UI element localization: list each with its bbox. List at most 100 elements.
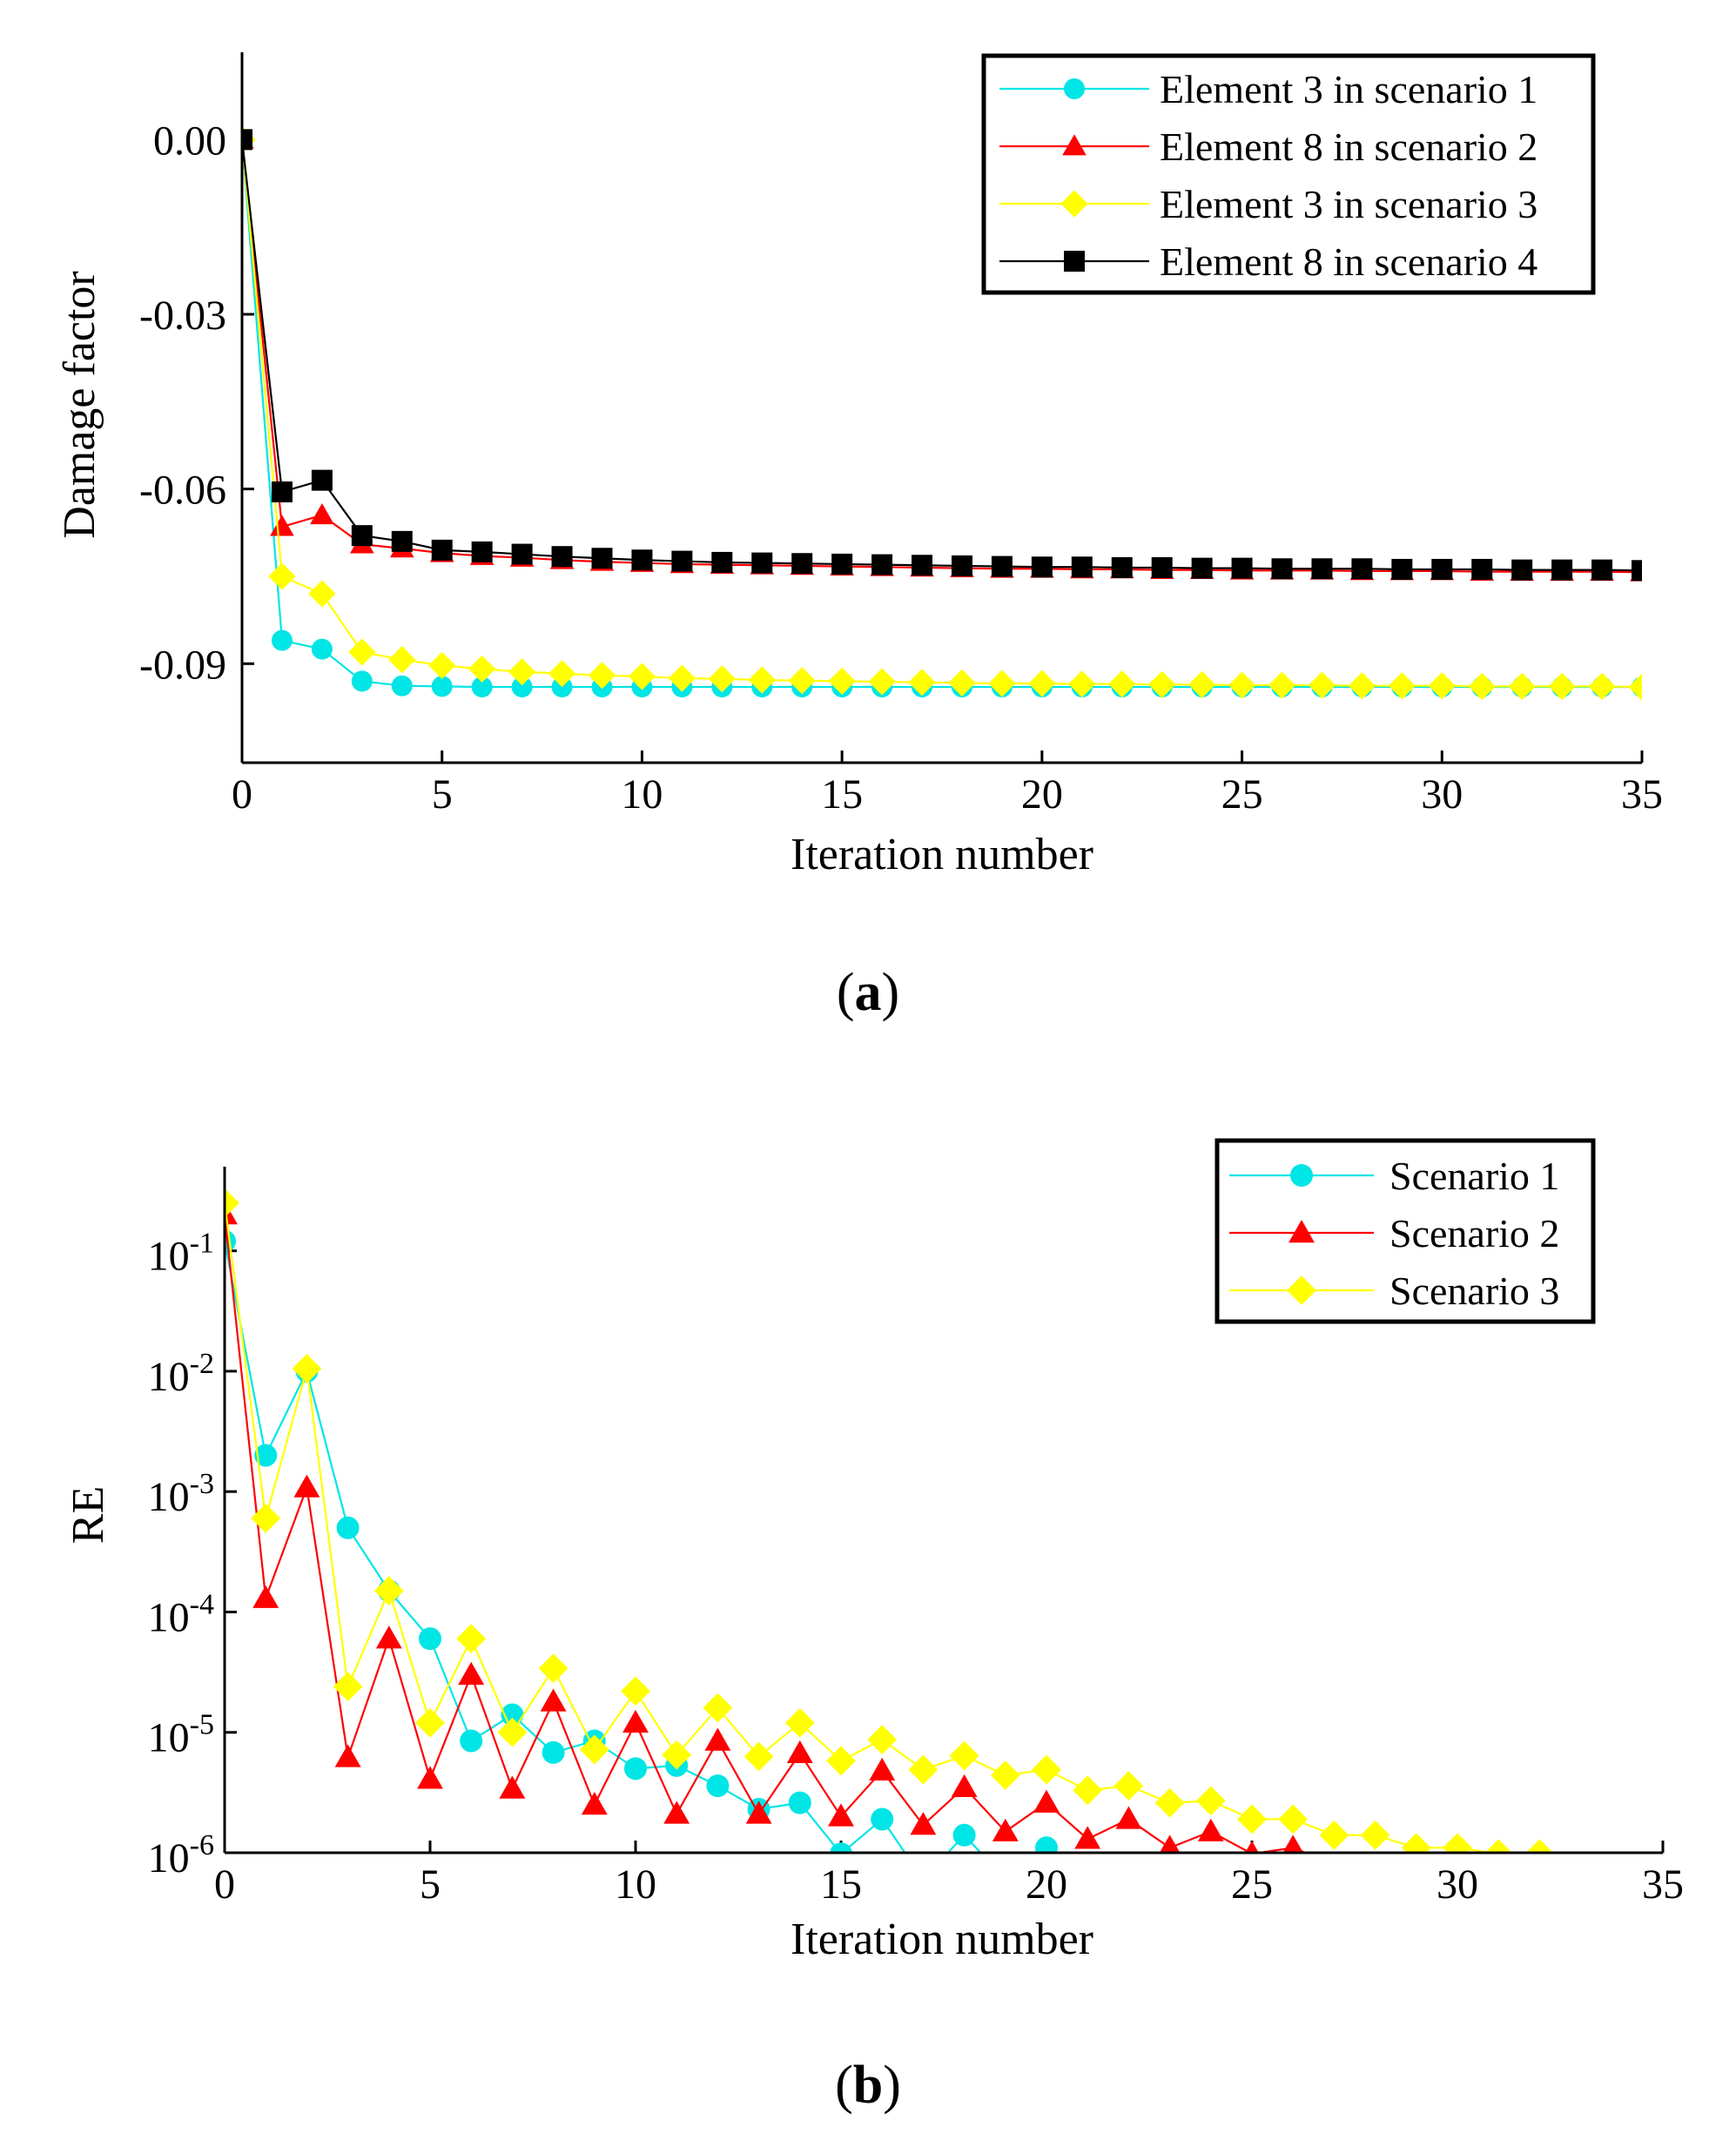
panel-a-series-4-point xyxy=(1471,558,1493,580)
panel-a-series-4-point xyxy=(551,546,573,568)
panel-b-series-2-point xyxy=(622,1709,649,1733)
panel-a-series-3-point xyxy=(1588,672,1616,700)
panel-a-series-3-point xyxy=(1188,670,1216,698)
panel-a-series-4-point xyxy=(1311,558,1333,580)
panel-b-legend: Scenario 1 Scenario 2 Scenario 3 xyxy=(1215,1138,1596,1324)
panel-a-series-3-point xyxy=(1228,671,1256,699)
panel-a-series-3-point xyxy=(1108,670,1136,698)
panel-b-series-2-point xyxy=(910,1812,937,1835)
panel-b-series-2-point xyxy=(581,1792,608,1815)
panel-a-y-tick-label: -0.03 xyxy=(139,293,226,339)
panel-a-series-4-point xyxy=(1191,557,1213,579)
panel-a-series-1-point xyxy=(511,676,533,698)
panel-b-series-3-point xyxy=(415,1707,445,1738)
panel-a-series-4-point xyxy=(912,555,933,576)
panel-a-series-1-point xyxy=(471,676,493,698)
panel-b-series-3-point xyxy=(1401,1833,1431,1853)
panel-b-series-2-point xyxy=(252,1585,279,1608)
panel-b-legend-marker xyxy=(1287,1276,1316,1305)
panel-a-legend-label: Element 3 in scenario 3 xyxy=(1160,182,1538,226)
panel-a-series-4-point xyxy=(791,553,813,575)
panel-b-series-2-point xyxy=(745,1801,772,1824)
panel-a-series-4-point xyxy=(991,555,1013,577)
panel-a-series-3-point xyxy=(508,658,536,686)
panel-b-series-1-point xyxy=(254,1444,278,1467)
panel-a-legend-marker xyxy=(1060,190,1088,218)
panel-a-x-tick-label: 20 xyxy=(1021,771,1063,818)
panel-b-series-1-point xyxy=(788,1791,811,1814)
panel-b-series-2-point xyxy=(663,1801,690,1824)
panel-a-x-tick-label: 5 xyxy=(432,771,453,818)
panel-b-series-2-point xyxy=(992,1818,1019,1841)
panel-a-y-tick-label: -0.06 xyxy=(139,468,226,514)
panel-b-series xyxy=(225,1188,1554,1891)
panel-a-caption: (a) xyxy=(837,963,899,1022)
panel-b-series-2-point xyxy=(1245,1841,1259,1853)
panel-b-series-2-point xyxy=(1074,1826,1101,1849)
panel-a-series-3-point xyxy=(1068,670,1096,698)
panel-b-x-tick-label: 0 xyxy=(214,1861,235,1908)
panel-b-series-3-point xyxy=(1443,1833,1472,1853)
panel-a-series-4-point xyxy=(1111,556,1133,578)
panel-b-series-1-point xyxy=(994,1868,1017,1891)
panel-a-ticks: 0 5 10 15 20 25 30 35 0.00 -0.03 -0.06 -0.09 xyxy=(139,118,1663,818)
panel-b-y-axis-title: RE xyxy=(64,1486,113,1544)
panel-a-series-1-point xyxy=(351,670,373,692)
panel-a-series-4-point xyxy=(511,543,533,565)
panel-a-series-4-point xyxy=(831,553,853,575)
panel-b-axes xyxy=(223,1167,1663,1854)
panel-a-x-tick-label: 0 xyxy=(232,771,252,818)
svg-text:(b): (b) xyxy=(835,2056,901,2115)
panel-b-series-2-point xyxy=(334,1744,361,1767)
panel-b-series-1-point xyxy=(542,1740,565,1764)
panel-b-series-3-point xyxy=(456,1624,487,1654)
panel-a-series-4-point xyxy=(751,552,773,574)
panel-a-series-3-point xyxy=(388,646,416,674)
panel-b-legend-marker xyxy=(1290,1164,1313,1187)
panel-b-series-3-point xyxy=(333,1672,363,1702)
panel-a-series-4-point xyxy=(311,469,333,491)
panel-a-series-3-point xyxy=(348,638,376,666)
panel-a-x-tick-label: 15 xyxy=(821,771,863,818)
panel-b-series-2-point xyxy=(1333,1851,1336,1853)
panel-a-series-3-point xyxy=(948,669,976,697)
panel-a-series-4-point xyxy=(471,541,493,562)
panel-a-series-3-point xyxy=(1348,672,1376,700)
panel-a-series-3-point xyxy=(868,668,896,696)
panel-b-y-tick-label: 10-4 xyxy=(148,1588,214,1640)
panel-a-x-tick-label: 30 xyxy=(1421,771,1463,818)
panel-b-series-line-2 xyxy=(225,1214,1309,1853)
panel-b-series-3-point xyxy=(538,1653,569,1684)
panel-a-series-3-point xyxy=(748,666,776,694)
svg-text:(a): (a) xyxy=(837,963,899,1022)
panel-a-legend-box xyxy=(981,53,1596,295)
panel-a-series-3-point xyxy=(548,660,576,688)
panel-b-series-2-point xyxy=(540,1688,567,1712)
panel-b-series-3-point xyxy=(1073,1775,1103,1806)
panel-a-series-1-point xyxy=(431,676,453,697)
panel-b-series-3-point xyxy=(225,1188,239,1218)
panel-b-series-2-point xyxy=(786,1740,813,1763)
panel-b-x-tick-label: 10 xyxy=(615,1861,656,1908)
panel-a-legend-label: Element 3 in scenario 1 xyxy=(1160,67,1538,111)
panel-a-series-4-point xyxy=(1431,558,1453,580)
panel-a-series-4-point xyxy=(1151,556,1173,578)
panel-b-legend-label: Scenario 3 xyxy=(1389,1269,1559,1313)
panel-a-series-1-point xyxy=(271,629,293,651)
panel-a-series-3-point xyxy=(268,562,296,590)
panel-b-series-1-point xyxy=(1035,1836,1058,1853)
panel-a-series-3-point xyxy=(788,667,816,695)
panel-b-ticks: 0 5 10 15 20 25 30 35 10-1 10-2 10-3 10-4 10-5 10-6 xyxy=(148,1228,1684,1908)
panel-b-series-2-point xyxy=(869,1757,896,1781)
panel-b-series-1-point xyxy=(871,1807,894,1831)
panel-a-series-4-point xyxy=(711,551,733,573)
panel-a-series-4-point xyxy=(351,525,373,547)
panel-b-legend-label: Scenario 2 xyxy=(1389,1211,1559,1255)
panel-a-series-3-point xyxy=(1468,672,1496,700)
panel-b-caption: (b) xyxy=(835,2056,901,2115)
panel-a-series-2-point xyxy=(270,515,294,536)
panel-a-series-3-point xyxy=(1308,671,1336,699)
panel-b-series-3-point xyxy=(784,1707,815,1738)
